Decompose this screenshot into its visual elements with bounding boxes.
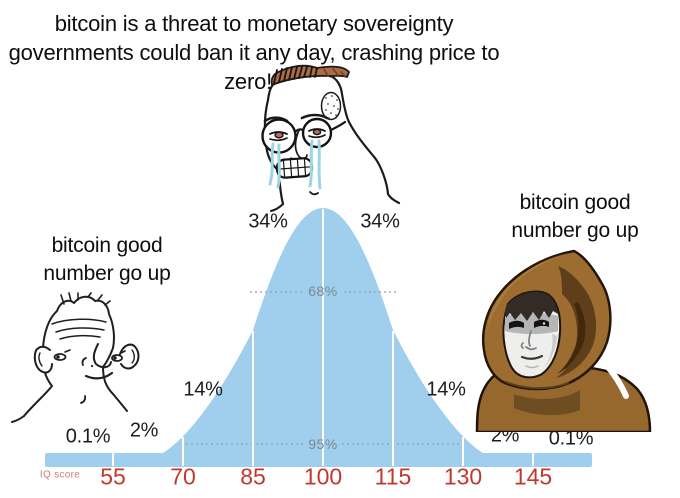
caption-line-2: governments could ban it any day, crashi… [8,40,500,94]
tick-85: 85 [240,463,266,490]
band-label-left-2: 2% [129,419,159,442]
speech-right-line-1: bitcoin good [519,191,631,214]
band-label-right-2: 2% [490,424,520,447]
speech-left-line-1: bitcoin good [51,234,163,257]
band-label-far-left: 0.1% [65,425,111,448]
tick-100: 100 [303,463,343,490]
x-axis-label: IQ score [39,469,81,481]
tick-115: 115 [374,463,412,490]
sd-tick-lines [112,209,534,466]
speech-left-line-2: number go up [43,262,171,285]
band-label-right-34: 34% [360,210,400,233]
band-label-right-14: 14% [426,378,466,401]
speech-right: bitcoin good number go up [483,189,667,245]
interval-dotted-lines [186,291,461,445]
meme-caption-top: bitcoin is a threat to monetary sovereig… [0,9,508,96]
speech-right-line-2: number go up [511,219,639,242]
tick-130: 130 [443,463,483,490]
band-label-left-14: 14% [183,378,223,401]
caption-line-1: bitcoin is a threat to monetary sovereig… [54,11,454,36]
band-label-far-right: 0.1% [548,427,594,450]
tick-70: 70 [170,463,196,490]
tick-55: 55 [100,463,126,490]
interval-label-95: 95% [308,436,338,452]
band-label-left-34: 34% [248,210,288,233]
interval-label-68: 68% [308,283,338,299]
speech-left: bitcoin good number go up [15,232,199,288]
tick-145: 145 [513,463,553,490]
